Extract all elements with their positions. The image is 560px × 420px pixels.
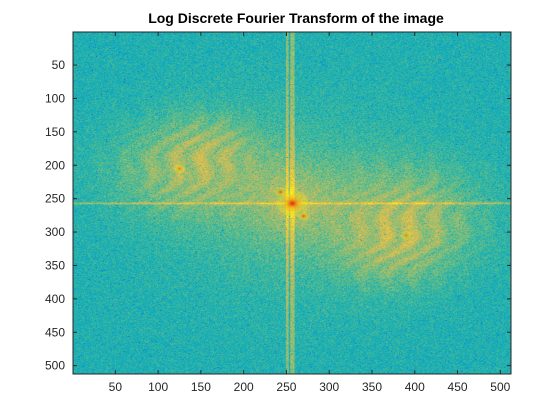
x-tick-label: 200 (234, 380, 254, 394)
x-tick-label: 100 (148, 380, 168, 394)
plot-area (72, 31, 512, 375)
y-tick-label: 400 (45, 292, 65, 306)
x-tick-label: 50 (109, 380, 123, 394)
x-tick-label: 250 (276, 380, 296, 394)
y-tick-label: 200 (45, 158, 65, 172)
x-tick-label: 350 (362, 380, 382, 394)
x-axis: 50 100 150 200 250 300 350 400 450 500 (109, 32, 511, 394)
y-tick-label: 300 (45, 225, 65, 239)
x-tick-label: 450 (448, 380, 468, 394)
y-axis: 50 100 150 200 250 300 350 400 450 500 (45, 58, 511, 373)
y-tick-label: 350 (45, 258, 65, 272)
x-tick-label: 300 (319, 380, 339, 394)
y-tick-label: 150 (45, 125, 65, 139)
y-tick-label: 50 (52, 58, 66, 72)
y-tick-label: 100 (45, 91, 65, 105)
chart-title: Log Discrete Fourier Transform of the im… (148, 10, 444, 26)
heatmap-image (73, 32, 511, 374)
x-tick-label: 500 (490, 380, 510, 394)
y-tick-label: 450 (45, 325, 65, 339)
y-tick-label: 250 (45, 192, 65, 206)
x-tick-label: 150 (191, 380, 211, 394)
x-tick-label: 400 (405, 380, 425, 394)
axes-box (72, 31, 512, 375)
y-tick-label: 500 (45, 359, 65, 373)
